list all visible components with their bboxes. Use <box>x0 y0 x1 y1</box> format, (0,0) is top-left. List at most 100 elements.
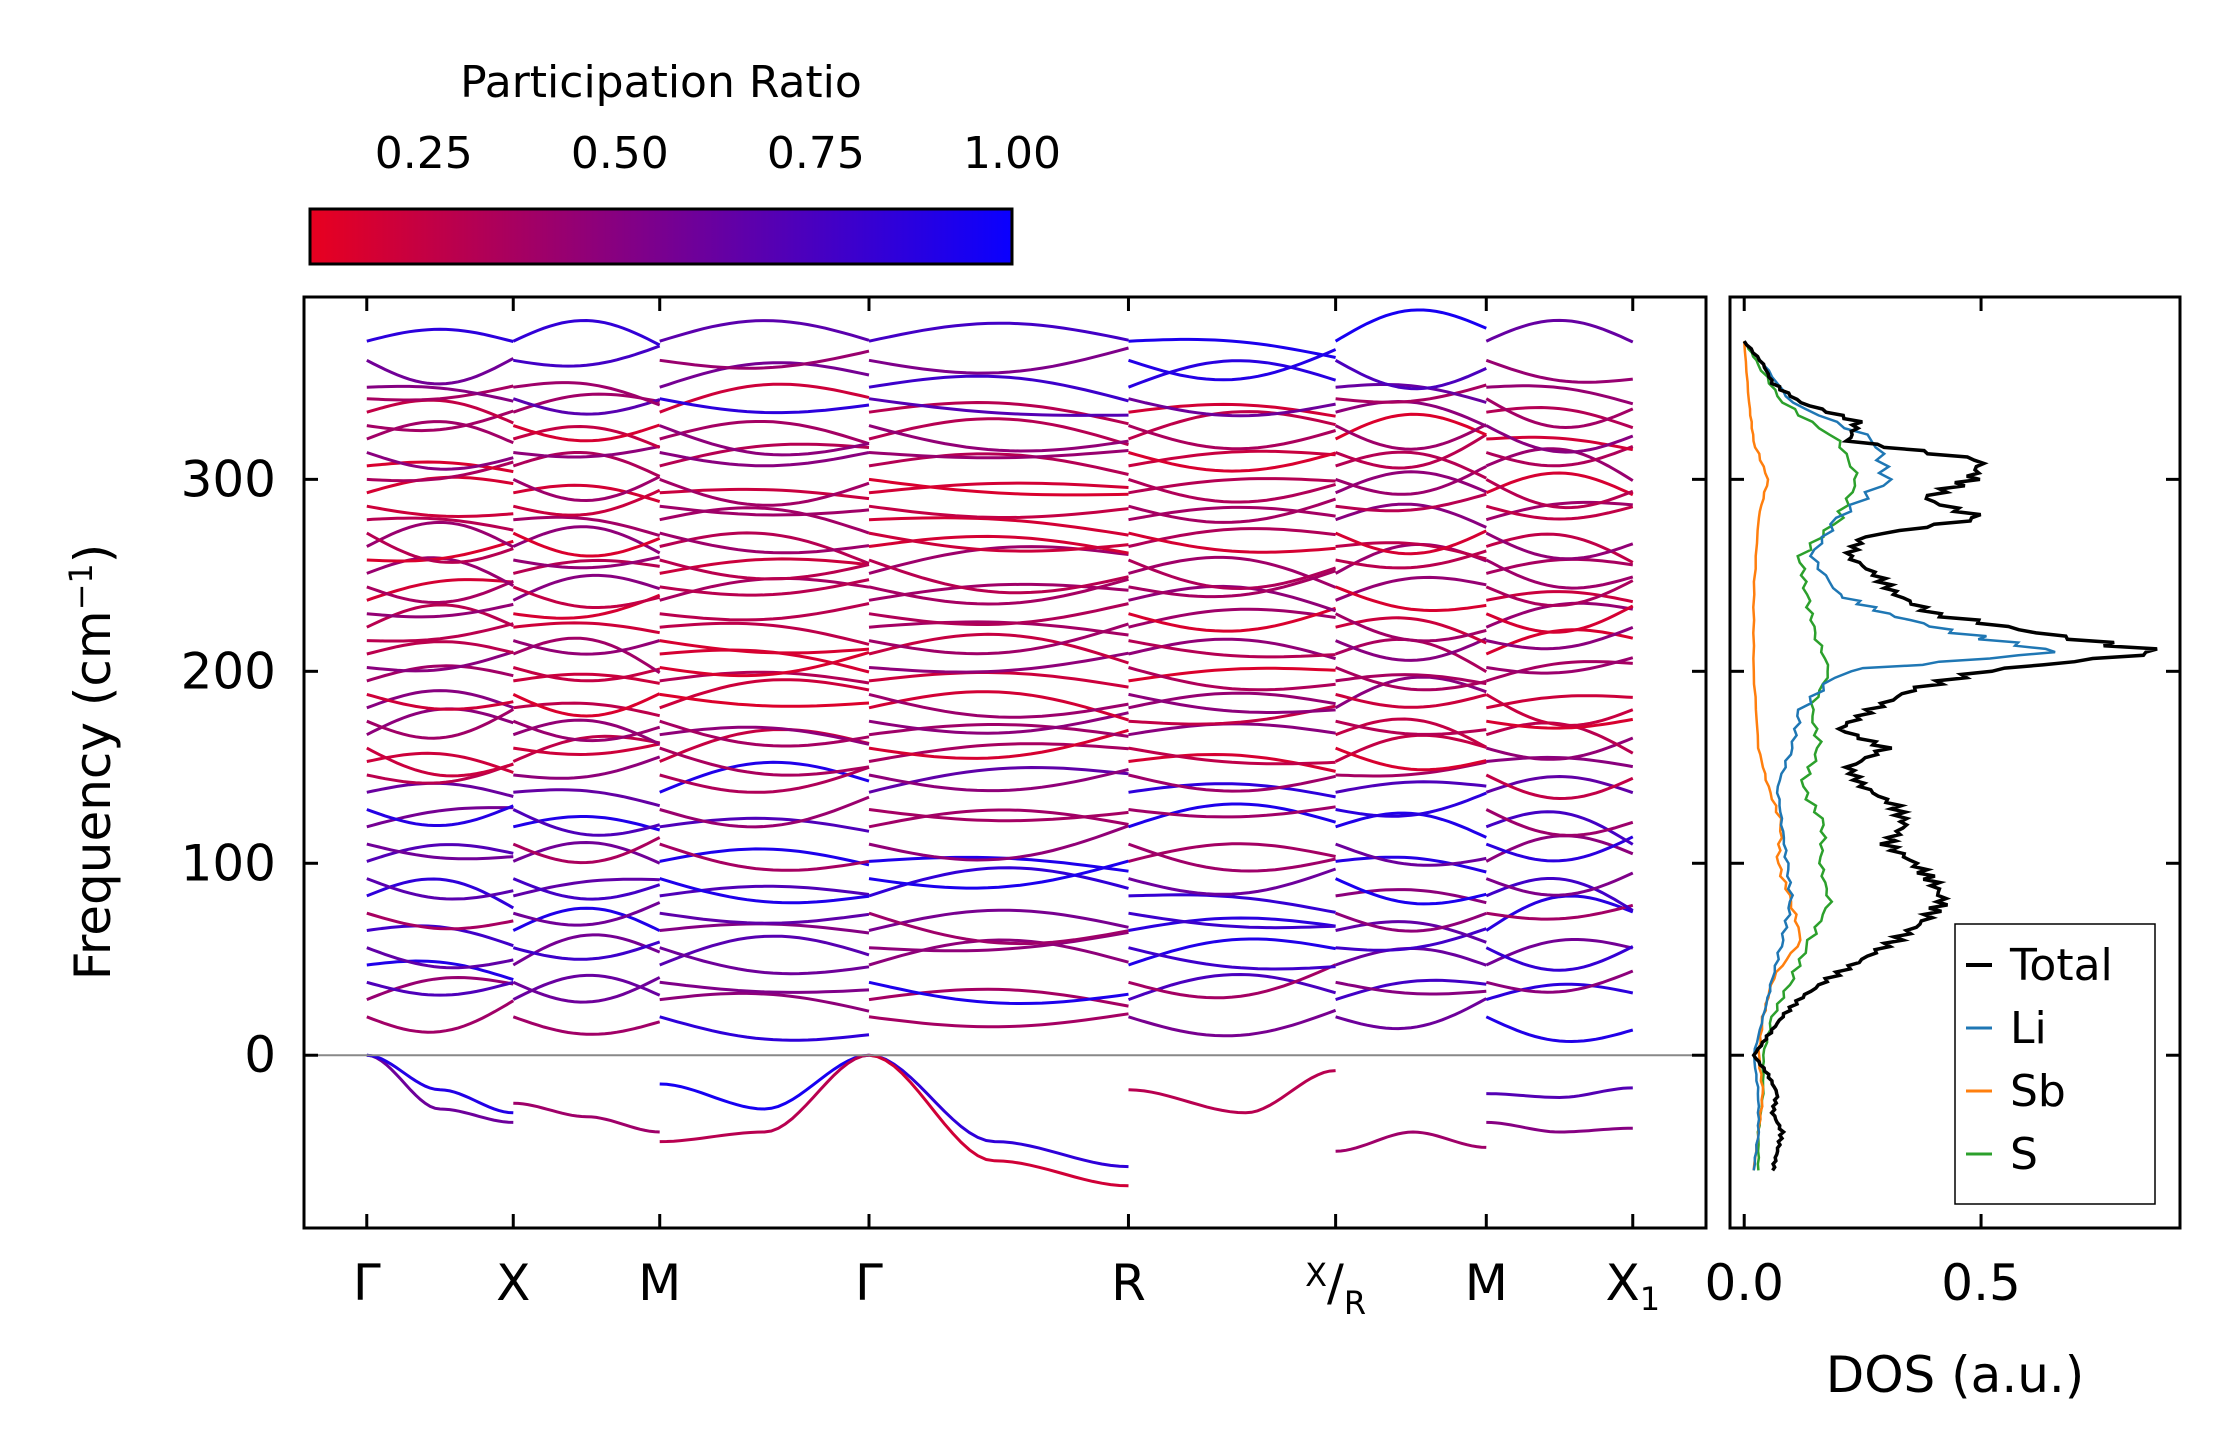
phonon-band <box>513 515 661 538</box>
dos-panel: 0.0 0.5 DOS (a.u.) Total Li Sb S <box>1704 295 2182 1404</box>
dos-x-tick-label: 0.0 <box>1704 1254 1784 1312</box>
phonon-band <box>1486 1120 1633 1134</box>
phonon-band <box>659 1015 870 1042</box>
phonon-band <box>1485 773 1634 801</box>
colorbar-tick-label: 0.25 <box>375 128 473 179</box>
phonon-band <box>659 578 870 597</box>
phonon-band <box>1335 791 1487 818</box>
legend-items: Total Li Sb S <box>1966 940 2113 1180</box>
phonon-band <box>512 808 661 837</box>
phonon-band <box>1335 927 1487 952</box>
phonon-band <box>1128 607 1336 629</box>
phonon-band <box>868 321 1129 343</box>
phonon-band <box>1335 780 1487 794</box>
phonon-band <box>659 424 870 457</box>
phonon-band <box>1335 719 1487 736</box>
phonon-band <box>366 504 514 519</box>
phonon-band <box>1128 805 1336 819</box>
phonon-band <box>1486 903 1634 921</box>
dos-x-ticks: 0.0 0.5 <box>1704 297 2021 1312</box>
dos-axes-frame <box>1728 295 2182 1230</box>
phonon-band <box>513 344 661 368</box>
phonon-band <box>868 477 1129 497</box>
phonon-band <box>1335 978 1487 1002</box>
phonon-band <box>868 692 1129 719</box>
phonon-band <box>1128 555 1337 589</box>
phonon-band <box>659 504 870 517</box>
phonon-band <box>1334 308 1487 343</box>
phonon-band <box>659 765 870 794</box>
phonon-band <box>659 678 870 710</box>
dos-line-li <box>1743 340 2056 1171</box>
phonon-band <box>366 689 514 710</box>
phonon-band <box>1128 337 1336 359</box>
phonon-band <box>512 877 660 898</box>
phonon-band <box>366 751 514 774</box>
phonon-band <box>1485 871 1634 897</box>
phonon-band <box>868 417 1129 447</box>
phonon-band <box>512 573 661 602</box>
phonon-band <box>1335 492 1487 513</box>
phonon-band <box>868 632 1129 665</box>
phonon-band <box>1335 585 1487 612</box>
phonon-band <box>1128 1008 1337 1038</box>
phonon-band <box>366 980 514 997</box>
phonon-band <box>868 620 1129 637</box>
phonon-band <box>1335 920 1487 944</box>
phonon-band <box>366 924 514 948</box>
phonon-band <box>366 531 514 564</box>
phonon-band <box>1128 531 1336 554</box>
phonon-band <box>868 531 1129 553</box>
phonon-band <box>868 728 1129 760</box>
phonon-band <box>1485 693 1634 727</box>
phonon-band <box>1335 692 1487 709</box>
phonon-band <box>659 1053 870 1144</box>
dos-x-tick-label: 0.5 <box>1941 1254 2021 1312</box>
dos-line-total <box>1742 340 2158 1172</box>
phonon-band <box>868 1053 1129 1169</box>
phonon-band <box>1128 867 1337 896</box>
phonon-band <box>1485 424 1634 454</box>
colorbar-tick-label: 0.75 <box>767 128 865 179</box>
phonon-band <box>1127 410 1336 441</box>
phonon-band <box>868 911 1129 946</box>
phonon-band <box>1485 579 1634 608</box>
phonon-band <box>366 843 514 863</box>
phonon-band <box>1335 465 1487 496</box>
phonon-band <box>512 666 661 683</box>
phonon-band <box>868 690 1129 722</box>
phonon-band <box>366 622 514 643</box>
phonon-band <box>1335 575 1487 602</box>
phonon-band <box>366 327 514 343</box>
phonon-band <box>659 847 870 867</box>
phonon-band <box>512 1015 661 1036</box>
phonon-band <box>1485 532 1634 564</box>
phonon-band <box>366 806 514 829</box>
phonon-band <box>1335 470 1487 495</box>
y-tick-label: 300 <box>181 450 276 508</box>
phonon-band <box>366 539 514 563</box>
phonon-band <box>1128 584 1337 613</box>
phonon-band <box>1128 527 1336 548</box>
phonon-band <box>1485 397 1634 430</box>
phonon-band <box>659 842 870 872</box>
phonon-band <box>512 840 661 865</box>
phonon-band <box>868 346 1129 375</box>
phonon-band <box>512 451 661 478</box>
phonon-band <box>659 451 870 468</box>
phonon-band <box>1485 835 1634 863</box>
legend-box <box>1954 923 2156 1205</box>
phonon-band <box>868 866 1129 898</box>
phonon-band <box>366 664 514 683</box>
phonon-band <box>659 670 870 685</box>
phonon-band <box>1335 997 1488 1031</box>
phonon-band <box>366 692 514 711</box>
phonon-band <box>1128 773 1336 793</box>
band-x-ticks: Γ X M Γ R X/R M X1 <box>353 297 1660 1322</box>
phonon-band <box>1128 946 1336 971</box>
phonon-band <box>868 980 1129 1006</box>
phonon-band <box>868 504 1129 519</box>
phonon-band <box>512 531 661 558</box>
phonon-band <box>512 424 661 449</box>
phonon-band <box>513 381 661 407</box>
